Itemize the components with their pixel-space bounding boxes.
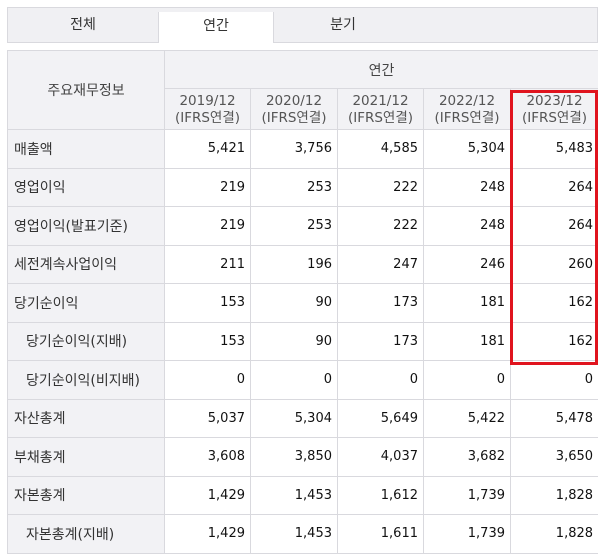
value-cell: 248 (423, 206, 511, 246)
value-cell: 181 (423, 321, 511, 361)
value-cell: 222 (337, 206, 424, 246)
row-label: 당기순이익(비지배) (7, 360, 165, 400)
value-cell: 5,649 (337, 398, 424, 438)
value-cell: 211 (164, 244, 251, 284)
value-cell: 5,037 (164, 398, 251, 438)
value-cell: 260 (509, 244, 598, 284)
value-cell: 264 (509, 167, 598, 207)
annual-group-header: 연간 (163, 50, 598, 89)
row-label: 자본총계(지배) (7, 514, 165, 554)
value-cell: 247 (337, 244, 424, 284)
value-cell: 1,429 (164, 514, 251, 554)
value-cell: 5,421 (164, 129, 251, 169)
value-cell: 5,304 (423, 129, 511, 169)
value-cell: 3,850 (250, 437, 338, 477)
table-row: 당기순이익(지배) 153 90 173 181 162 (7, 321, 598, 361)
value-cell: 222 (337, 167, 424, 207)
value-cell: 0 (509, 360, 598, 400)
value-cell: 0 (250, 360, 338, 400)
value-cell: 5,483 (509, 129, 598, 169)
value-cell: 219 (164, 206, 251, 246)
table-row: 당기순이익 153 90 173 181 162 (7, 283, 598, 323)
period-tab-bar: 전체 연간 분기 (7, 7, 598, 43)
value-cell: 3,650 (509, 437, 598, 477)
table-row: 세전계속사업이익 211 196 247 246 260 (7, 244, 598, 284)
value-cell: 162 (509, 321, 598, 361)
value-cell: 248 (423, 167, 511, 207)
value-cell: 1,611 (337, 514, 424, 554)
value-cell: 0 (423, 360, 511, 400)
financial-summary-table: 주요재무정보 연간 2019/12 (IFRS연결) 2020/12 (IFRS연결)… (7, 50, 598, 554)
value-cell: 1,828 (509, 514, 598, 554)
period-year: 2021/12 (352, 93, 409, 109)
table-row: 자본총계 1,429 1,453 1,612 1,739 1,828 (7, 475, 598, 515)
period-basis: (IFRS연결) (434, 110, 500, 126)
value-cell: 153 (164, 321, 251, 361)
value-cell: 1,612 (337, 475, 424, 515)
table-row: 자산총계 5,037 5,304 5,649 5,422 5,478 (7, 398, 598, 438)
period-year: 2022/12 (438, 93, 496, 109)
period-header: 2021/12 (IFRS연결) (337, 88, 424, 130)
tab-annual[interactable]: 연간 (158, 12, 274, 43)
period-basis: (IFRS연결) (261, 110, 327, 126)
row-label: 당기순이익 (7, 283, 165, 323)
row-label: 세전계속사업이익 (7, 244, 165, 284)
tab-all[interactable]: 전체 (70, 17, 96, 33)
row-label: 영업이익 (7, 167, 165, 207)
value-cell: 5,478 (509, 398, 598, 438)
value-cell: 90 (250, 283, 338, 323)
value-cell: 5,304 (250, 398, 338, 438)
value-cell: 4,585 (337, 129, 424, 169)
period-basis: (IFRS연결) (174, 110, 241, 126)
value-cell: 1,828 (509, 475, 598, 515)
value-cell: 1,739 (423, 475, 511, 515)
value-cell: 1,453 (250, 514, 338, 554)
value-cell: 5,422 (423, 398, 511, 438)
value-cell: 1,429 (164, 475, 251, 515)
value-cell: 3,756 (250, 129, 338, 169)
table-row: 부채총계 3,608 3,850 4,037 3,682 3,650 (7, 437, 598, 477)
table-row: 당기순이익(비지배) 0 0 0 0 0 (7, 360, 598, 400)
period-basis: (IFRS연결) (347, 110, 414, 126)
period-year: 2020/12 (265, 93, 323, 109)
value-cell: 1,739 (423, 514, 511, 554)
value-cell: 173 (337, 321, 424, 361)
period-year: 2019/12 (179, 93, 236, 109)
period-basis: (IFRS연결) (521, 110, 588, 126)
value-cell: 4,037 (337, 437, 424, 477)
value-cell: 246 (423, 244, 511, 284)
row-label: 자본총계 (7, 475, 165, 515)
row-label: 당기순이익(지배) (7, 321, 165, 361)
value-cell: 153 (164, 283, 251, 323)
period-header: 2019/12 (IFRS연결) (164, 88, 251, 130)
value-cell: 181 (423, 283, 511, 323)
value-cell: 90 (250, 321, 338, 361)
value-cell: 3,608 (164, 437, 251, 477)
value-cell: 0 (164, 360, 251, 400)
table-row: 자본총계(지배) 1,429 1,453 1,611 1,739 1,828 (7, 514, 598, 554)
value-cell: 264 (509, 206, 598, 246)
value-cell: 253 (250, 167, 338, 207)
row-label: 매출액 (7, 129, 165, 169)
period-header: 2023/12 (IFRS연결) (509, 88, 598, 130)
value-cell: 0 (337, 360, 424, 400)
value-cell: 1,453 (250, 475, 338, 515)
period-header: 2020/12 (IFRS연결) (250, 88, 338, 130)
table-header-label: 주요재무정보 (7, 50, 165, 130)
value-cell: 3,682 (423, 437, 511, 477)
row-label: 자산총계 (7, 398, 165, 438)
table-row: 영업이익 219 253 222 248 264 (7, 167, 598, 207)
row-label: 영업이익(발표기준) (7, 206, 165, 246)
tab-quarterly[interactable]: 분기 (330, 17, 356, 33)
period-year: 2023/12 (526, 93, 583, 109)
table-row: 매출액 5,421 3,756 4,585 5,304 5,483 (7, 129, 598, 169)
table-row: 영업이익(발표기준) 219 253 222 248 264 (7, 206, 598, 246)
value-cell: 162 (509, 283, 598, 323)
value-cell: 219 (164, 167, 251, 207)
row-label: 부채총계 (7, 437, 165, 477)
value-cell: 173 (337, 283, 424, 323)
value-cell: 196 (250, 244, 338, 284)
period-header: 2022/12 (IFRS연결) (423, 88, 511, 130)
value-cell: 253 (250, 206, 338, 246)
